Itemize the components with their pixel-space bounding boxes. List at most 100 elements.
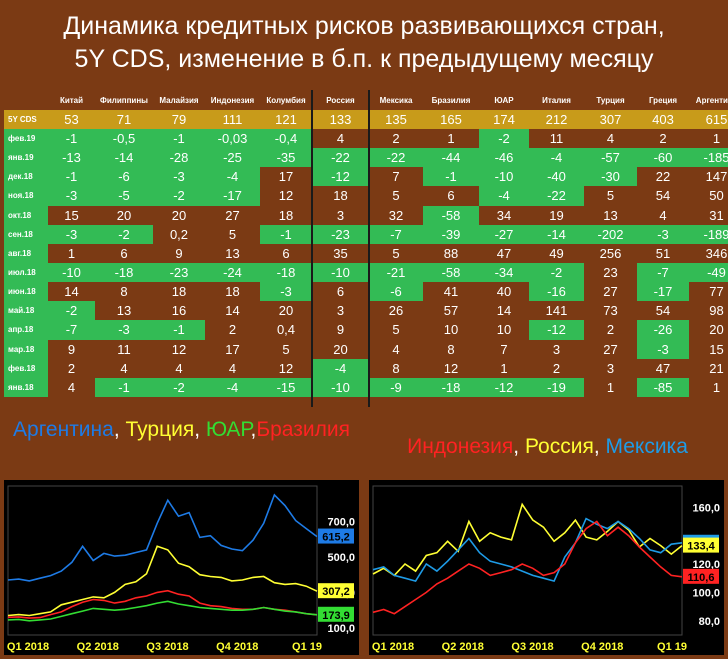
table-cell: -189	[689, 224, 728, 244]
row-label: май.18	[4, 301, 48, 321]
table-cell: 4	[228, 360, 237, 376]
table-cell: 5	[606, 188, 615, 204]
table-cell: -7	[637, 262, 689, 283]
table-cell: -2	[95, 224, 153, 244]
table-cell: 57	[443, 303, 459, 319]
series-line-1	[7, 545, 318, 617]
y-tick-label: 160,0	[692, 502, 720, 514]
table-cell: 21	[709, 360, 724, 376]
legend-entry: Бразилия	[256, 418, 350, 441]
table-cell: 2	[659, 131, 667, 147]
legend-entry: Мексика	[605, 435, 688, 458]
legend-entry: ,	[194, 418, 206, 441]
table-cell: 47	[655, 360, 671, 376]
column-header: Аргентина	[695, 95, 728, 105]
series-line-1	[372, 517, 683, 583]
table-cell: 4	[659, 207, 667, 223]
plot-frame	[372, 485, 683, 636]
table-cell: 3	[336, 207, 345, 223]
x-tick-label: Q3 2018	[146, 641, 188, 653]
table-cell: 3	[336, 303, 345, 319]
table-cell: -22	[369, 148, 423, 168]
row-label: ноя.18	[4, 186, 48, 206]
table-cell: 12	[171, 341, 187, 357]
table-cell: 14	[225, 303, 240, 319]
last-value-label: 615,2	[322, 532, 350, 544]
table-cell: -22	[529, 186, 584, 206]
table-cell: 26	[388, 303, 404, 319]
table-cell: -57	[584, 148, 637, 168]
table-cell: 4	[120, 360, 128, 376]
table-cell: -18	[260, 262, 312, 283]
table-cell: -3	[260, 282, 312, 302]
table-cell: -35	[260, 148, 312, 168]
table-cell: 1	[447, 131, 455, 147]
table-cell: 88	[443, 245, 459, 261]
legend-entry: ЮАР	[205, 418, 251, 441]
table-cell: 54	[655, 303, 671, 319]
table-divider	[311, 90, 313, 407]
table-cell: 5	[392, 322, 400, 338]
right-chart-legend: Индонезия, Россия, Мексика	[370, 434, 725, 460]
table-cell: 11	[549, 131, 564, 147]
table-cell: -40	[529, 167, 584, 187]
table-cell: 9	[67, 341, 76, 357]
legend-entry: Аргентина	[13, 418, 114, 441]
table-cell: -9	[369, 377, 423, 397]
table-cell: 9	[175, 245, 183, 261]
column-header: Турция	[596, 95, 625, 105]
cds-value: 165	[423, 110, 479, 129]
last-value-box	[683, 568, 719, 584]
table-cell: 13	[116, 303, 132, 319]
table-cell: 1	[500, 360, 508, 376]
x-tick-label: Q1 19	[292, 641, 322, 653]
table-cell: -185	[689, 148, 728, 168]
last-value-label: 133,4	[687, 541, 715, 553]
cds-value: 121	[260, 110, 312, 129]
y-tick-label: 80,0	[699, 616, 720, 628]
table-cell: -10	[48, 262, 95, 283]
table-cell: 18	[278, 207, 294, 223]
table-cell: 13	[225, 245, 240, 261]
table-cell: -34	[479, 262, 529, 283]
series-line-3	[7, 600, 318, 622]
table-cell: -49	[689, 262, 728, 283]
table-cell: -2	[529, 262, 584, 283]
legend-entry: ,	[593, 435, 606, 458]
table-cell: -2	[48, 301, 95, 321]
column-header: ЮАР	[494, 95, 514, 105]
table-cell: 9	[336, 322, 345, 338]
last-value-box	[318, 583, 354, 599]
row-label: мар.18	[4, 339, 48, 359]
legend-entry: ,	[250, 418, 257, 441]
table-cell: 1	[712, 131, 721, 147]
table-cell: 6	[336, 284, 345, 300]
table-cell: 54	[655, 188, 671, 204]
table-cell: -3	[637, 224, 689, 244]
table-cell: 2	[228, 322, 237, 338]
page-title: Динамика кредитных рисков развивающихся …	[0, 0, 728, 88]
table-cell: -3	[48, 186, 95, 206]
last-value-box	[318, 606, 354, 622]
row-label: окт.18	[4, 205, 48, 225]
table-cell: 40	[496, 284, 512, 300]
x-tick-label: Q4 2018	[581, 641, 623, 653]
cds-value: 135	[369, 110, 423, 129]
table-cell: -7	[369, 224, 423, 244]
table-cell: 13	[603, 207, 618, 223]
table-cell: 32	[388, 207, 404, 223]
row-label: янв.18	[4, 377, 48, 397]
table-cell: 0,4	[276, 322, 296, 338]
table-cell: -4	[479, 186, 529, 206]
row-label: дек.18	[4, 167, 48, 187]
table-cell: -14	[95, 148, 153, 168]
table-cell: -17	[205, 186, 260, 206]
table-cell: 346	[705, 245, 728, 261]
table-cell: -12	[312, 167, 369, 187]
table-cell: 10	[496, 322, 512, 338]
table-cell: -6	[95, 167, 153, 187]
table-cell: 17	[225, 341, 240, 357]
cds-value: 133	[312, 110, 369, 129]
table-cell: -0,4	[260, 129, 312, 149]
table-cell: -17	[637, 282, 689, 302]
